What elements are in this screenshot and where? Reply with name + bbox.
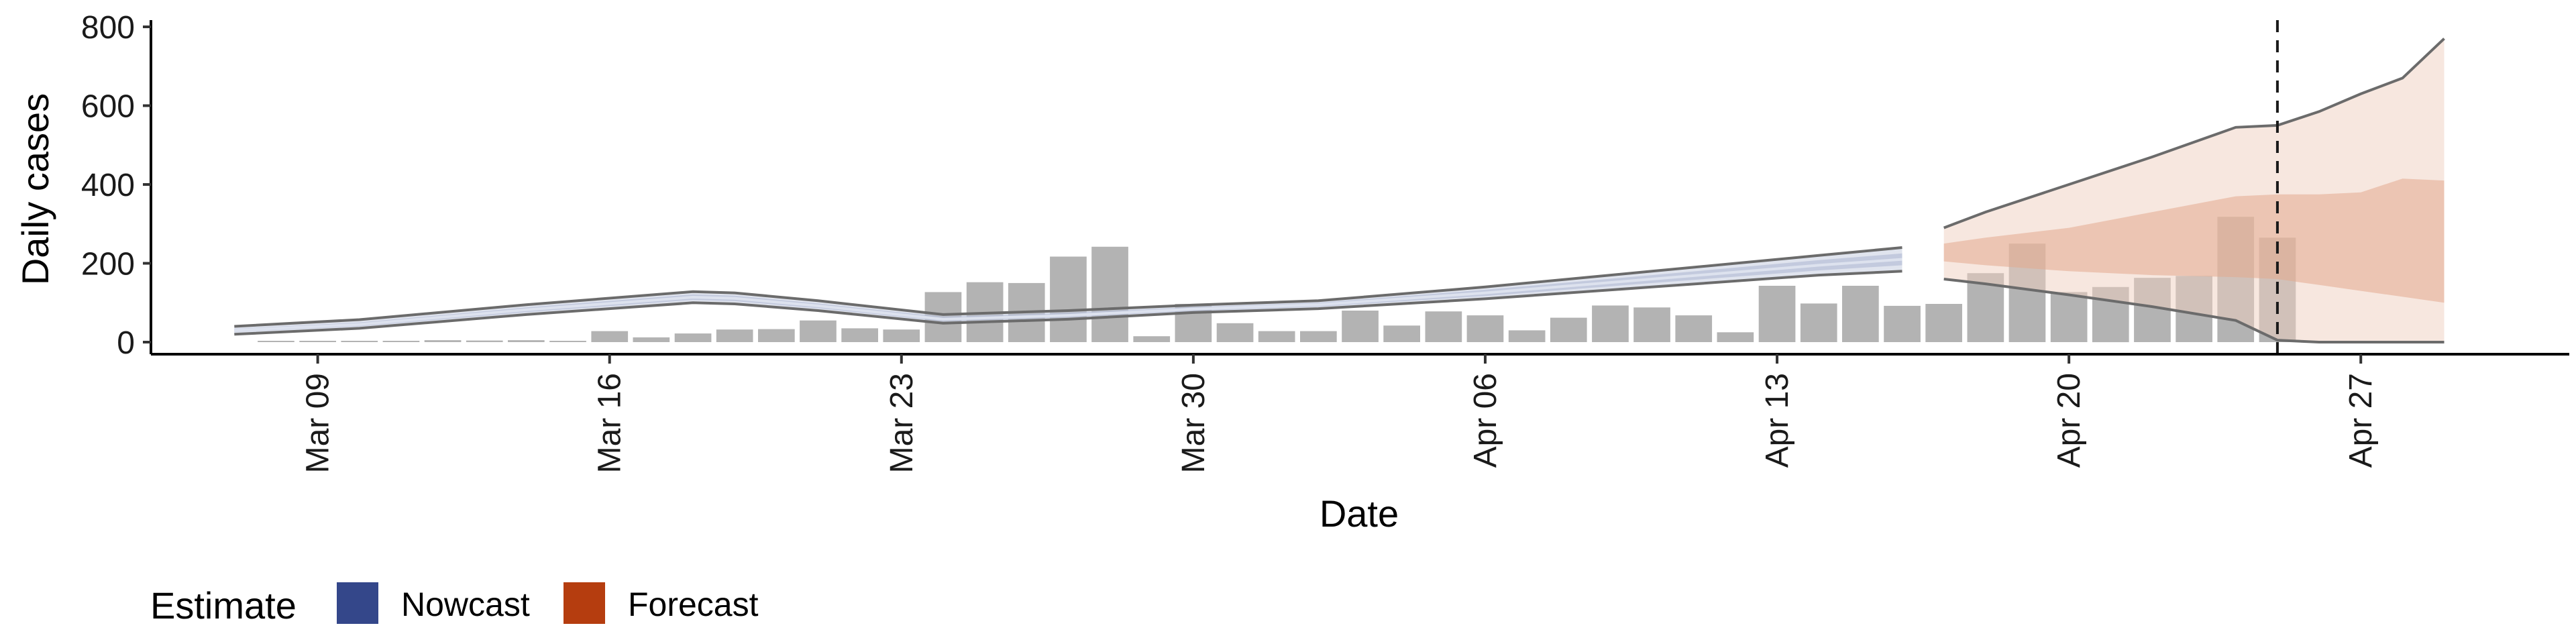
legend-label-forecast: Forecast	[628, 586, 759, 623]
bar-2020-04-17	[1925, 304, 1962, 342]
bar-2020-04-01	[1258, 331, 1295, 342]
x-tick-label-2020-04-20: Apr 20	[2051, 373, 2087, 468]
bar-2020-04-14	[1800, 303, 1837, 342]
bar-2020-03-18	[674, 333, 712, 342]
bar-2020-04-20	[2050, 292, 2088, 342]
nowcast-median-line	[234, 258, 1902, 332]
nowcast-lower-line	[234, 270, 1902, 336]
bar-2020-03-14	[508, 340, 545, 342]
bar-2020-04-02	[1300, 331, 1337, 342]
x-tick-label-2020-03-16: Mar 16	[592, 373, 628, 473]
y-tick-label-0: 0	[117, 325, 135, 361]
legend-swatch-forecast	[564, 582, 605, 624]
y-tick-label-200: 200	[81, 247, 135, 282]
bar-2020-03-15	[549, 341, 586, 342]
y-tick-label-600: 600	[81, 89, 135, 125]
y-tick-label-800: 800	[81, 10, 135, 46]
bar-2020-03-17	[633, 337, 670, 342]
forecast-upper-line	[1943, 38, 2445, 229]
bar-2020-03-16	[591, 331, 629, 342]
bar-2020-04-11	[1675, 315, 1713, 342]
x-tick-label-2020-03-23: Mar 23	[884, 373, 920, 473]
bar-2020-03-11	[382, 341, 420, 342]
x-tick-label-2020-04-13: Apr 13	[1760, 373, 1795, 468]
bar-2020-03-29	[1133, 336, 1171, 342]
y-tick-label-400: 400	[81, 168, 135, 203]
bar-2020-03-22	[841, 328, 878, 342]
bar-2020-03-09	[299, 341, 336, 342]
x-axis-title: Date	[1320, 492, 1399, 535]
bar-2020-04-13	[1758, 286, 1796, 342]
bar-2020-03-23	[883, 329, 920, 342]
axes: 0 200 400 600 800 Mar 09 Mar 16 Mar 23 Mar 30 Apr…	[81, 10, 2569, 473]
x-tick-label-2020-04-27: Apr 27	[2343, 373, 2379, 468]
bar-2020-04-07	[1508, 330, 1546, 342]
legend-label-nowcast: Nowcast	[401, 586, 530, 623]
bar-2020-03-27	[1050, 256, 1087, 342]
legend: Estimate Nowcast Forecast	[150, 582, 759, 627]
bar-2020-04-03	[1342, 311, 1379, 342]
bar-2020-03-21	[800, 320, 837, 342]
legend-title: Estimate	[150, 584, 297, 627]
bar-2020-03-08	[258, 341, 294, 342]
bar-2020-04-15	[1842, 286, 1879, 342]
x-tick-label-2020-03-09: Mar 09	[301, 373, 336, 473]
bar-2020-04-10	[1633, 307, 1670, 342]
bar-2020-03-12	[424, 340, 462, 342]
bar-2020-04-12	[1717, 332, 1754, 342]
x-tick-label-2020-04-06: Apr 06	[1468, 373, 1503, 468]
bar-2020-04-08	[1550, 317, 1587, 342]
bar-2020-03-20	[758, 329, 795, 342]
x-tick-label-2020-03-30: Mar 30	[1176, 373, 1212, 473]
bar-2020-03-10	[341, 341, 378, 342]
bar-2020-04-06	[1466, 315, 1504, 342]
bar-2020-03-13	[466, 340, 503, 342]
bar-2020-03-31	[1216, 323, 1254, 342]
y-axis-title: Daily cases	[14, 93, 56, 285]
plot-area	[234, 20, 2445, 354]
legend-swatch-nowcast	[337, 582, 378, 624]
bar-2020-04-09	[1592, 305, 1629, 342]
bar-2020-04-04	[1383, 325, 1420, 342]
bar-2020-04-16	[1884, 305, 1921, 342]
bar-2020-03-19	[716, 329, 753, 342]
bar-2020-03-28	[1091, 246, 1128, 342]
forecast-inner-band	[1943, 178, 2445, 303]
forecast-lower-line	[1943, 278, 2445, 343]
bar-2020-04-05	[1425, 311, 1462, 342]
nowcast-upper-line	[234, 246, 1902, 328]
